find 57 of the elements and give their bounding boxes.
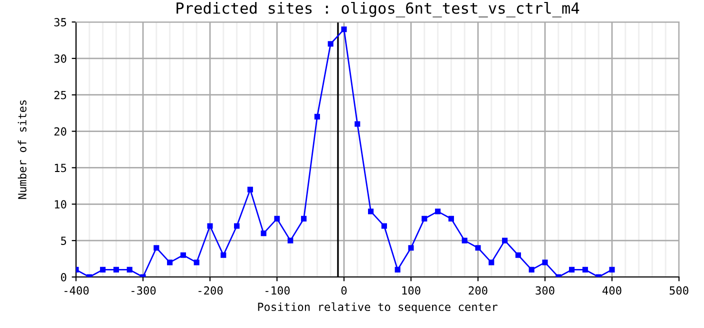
- y-tick-label: 15: [54, 164, 66, 172]
- point: [462, 238, 468, 244]
- y-tick-label: 5: [61, 236, 66, 245]
- point: [274, 216, 280, 222]
- point: [528, 266, 534, 272]
- point: [180, 252, 186, 258]
- point: [488, 260, 494, 266]
- point: [475, 245, 481, 251]
- point: [260, 230, 266, 236]
- point: [448, 216, 454, 222]
- point: [422, 216, 428, 222]
- x-tick-label: -300: [132, 286, 156, 295]
- point: [234, 223, 240, 229]
- point: [515, 252, 521, 258]
- x-tick-label: -200: [198, 286, 223, 295]
- point: [247, 186, 253, 192]
- x-tick-label: -100: [266, 286, 290, 295]
- point: [167, 260, 173, 266]
- point: [368, 208, 374, 214]
- x-axis-title: Position relative to sequence center: [258, 302, 498, 314]
- y-tick-label: 25: [54, 90, 66, 100]
- point: [435, 208, 441, 214]
- x-tick-label: 200: [468, 286, 488, 295]
- y-tick-label: 35: [54, 18, 66, 26]
- point: [220, 252, 226, 258]
- x-tick-label: 400: [602, 286, 622, 295]
- point: [394, 266, 400, 272]
- point: [154, 245, 160, 251]
- y-tick-label: 10: [54, 200, 66, 209]
- x-tick-label: 0: [341, 286, 347, 295]
- point: [328, 41, 334, 47]
- point: [381, 223, 387, 229]
- point: [113, 266, 119, 272]
- point: [582, 266, 588, 272]
- x-tick-label: -400: [64, 286, 89, 295]
- point: [354, 121, 360, 127]
- point: [100, 266, 106, 272]
- point: [301, 216, 307, 222]
- x-tick-label: 100: [402, 286, 420, 295]
- x-tick-label: 300: [536, 286, 554, 295]
- x-tick-label: 500: [670, 286, 688, 295]
- point: [609, 266, 615, 272]
- point: [502, 238, 508, 244]
- y-tick-label: 0: [61, 273, 66, 282]
- point: [194, 260, 200, 266]
- point: [288, 238, 294, 244]
- point: [569, 266, 575, 272]
- point: [542, 260, 548, 266]
- y-axis-title: Number of sites: [18, 100, 26, 199]
- point: [314, 114, 320, 120]
- point: [341, 26, 347, 32]
- point: [408, 245, 414, 251]
- point: [207, 223, 213, 229]
- y-tick-label: 20: [54, 127, 66, 136]
- point: [126, 266, 132, 272]
- chart-title: Predicted sites : oligos_6nt_test_vs_ctrl_m4: [176, 2, 580, 18]
- y-tick-label: 30: [54, 54, 66, 63]
